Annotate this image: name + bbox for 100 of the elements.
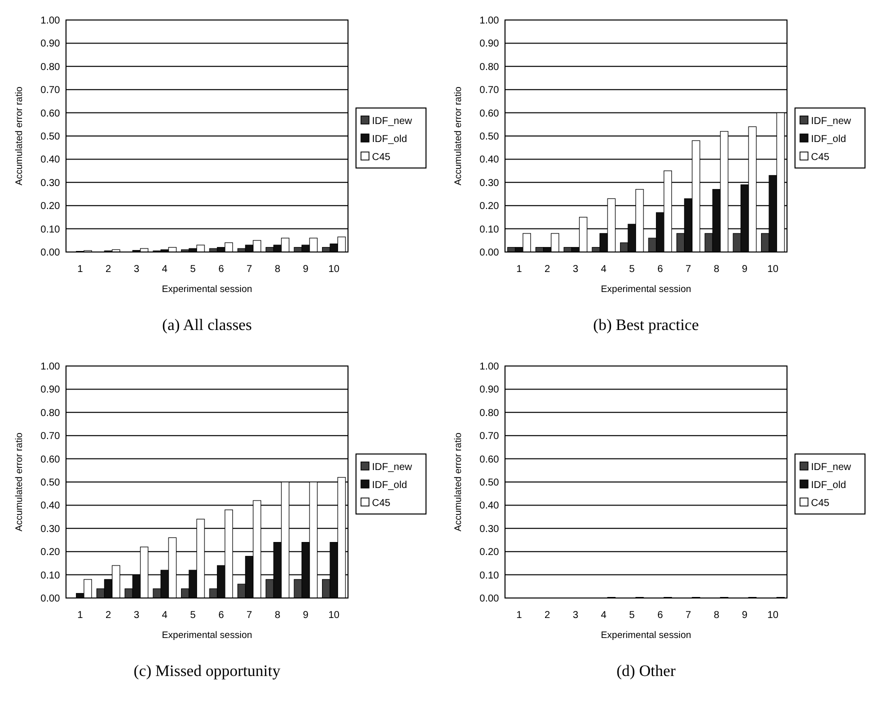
x-tick-label: 5 (190, 610, 196, 621)
y-axis-title: Accumulated error ratio (453, 432, 464, 532)
y-tick-label: 0.70 (480, 431, 500, 442)
y-tick-label: 0.90 (40, 38, 60, 50)
y-tick-label: 1.00 (40, 16, 60, 26)
y-tick-label: 0.80 (480, 62, 500, 73)
y-tick-label: 0.90 (40, 384, 60, 396)
y-tick-label: 1.00 (480, 16, 500, 26)
y-tick-label: 0.80 (40, 408, 60, 419)
y-tick-label: 1.00 (40, 362, 60, 372)
y-tick-label: 0.50 (40, 478, 60, 488)
x-tick-label: 4 (600, 610, 607, 621)
y-tick-label: 0.30 (40, 524, 60, 535)
x-tick-label: 10 (767, 610, 779, 621)
x-tick-label: 5 (190, 264, 196, 275)
y-tick-label: 0.90 (480, 38, 500, 50)
x-tick-label: 8 (274, 264, 281, 275)
x-tick-label: 6 (218, 264, 224, 275)
y-tick-label: 0.40 (480, 500, 500, 512)
legend-label: IDF_old (811, 134, 846, 145)
x-tick-label: 6 (657, 264, 664, 275)
legend-label: C45 (372, 152, 391, 163)
x-tick-label: 2 (106, 610, 112, 621)
y-tick-label: 0.80 (480, 408, 500, 419)
x-tick-label: 1 (77, 610, 84, 621)
x-axis-title: Experimental session (600, 630, 692, 641)
x-tick-label: 10 (767, 264, 779, 275)
y-tick-label: 0.70 (40, 85, 60, 96)
x-tick-label: 1 (77, 264, 84, 275)
x-tick-label: 8 (274, 610, 281, 621)
x-tick-label: 9 (302, 264, 309, 275)
y-tick-label: 0.10 (480, 570, 500, 582)
y-tick-label: 0.50 (480, 478, 500, 488)
y-tick-label: 0.10 (40, 570, 60, 582)
y-tick-label: 0.60 (40, 454, 60, 466)
y-axis-title: Accumulated error ratio (453, 86, 464, 186)
legend-label: C45 (811, 498, 830, 509)
y-tick-label: 0.00 (40, 594, 60, 604)
x-tick-label: 3 (134, 264, 140, 275)
y-tick-label: 0.00 (40, 248, 60, 258)
y-tick-label: 0.40 (40, 154, 60, 166)
x-tick-label: 2 (544, 610, 551, 621)
x-tick-label: 3 (134, 610, 140, 621)
x-tick-label: 3 (572, 610, 579, 621)
legend-label: C45 (372, 498, 391, 509)
x-tick-label: 4 (162, 610, 168, 621)
y-tick-label: 0.40 (40, 500, 60, 512)
x-tick-label: 4 (600, 264, 607, 275)
x-tick-label: 2 (106, 264, 112, 275)
x-tick-label: 2 (544, 264, 551, 275)
y-tick-label: 0.20 (480, 547, 500, 558)
y-tick-label: 0.30 (40, 178, 60, 189)
y-tick-label: 0.60 (480, 454, 500, 466)
y-tick-label: 0.70 (40, 431, 60, 442)
y-tick-label: 0.90 (480, 384, 500, 396)
legend-label: IDF_new (811, 462, 852, 473)
x-tick-label: 7 (686, 610, 692, 621)
y-tick-label: 0.20 (40, 547, 60, 558)
y-tick-label: 0.00 (480, 248, 500, 258)
x-tick-label: 8 (714, 610, 720, 621)
y-tick-label: 0.10 (40, 224, 60, 236)
x-tick-label: 1 (516, 610, 522, 621)
text: (b) Best practice (593, 317, 699, 334)
y-axis-title: Accumulated error ratio (14, 86, 25, 186)
x-tick-label: 3 (572, 264, 579, 275)
y-tick-label: 0.00 (480, 594, 500, 604)
x-tick-label: 6 (657, 610, 664, 621)
x-axis-title: Experimental session (162, 284, 252, 295)
y-tick-label: 0.80 (40, 62, 60, 73)
x-tick-label: 9 (742, 610, 748, 621)
legend-label: IDF_old (372, 480, 408, 491)
x-tick-label: 7 (246, 610, 253, 621)
y-tick-label: 0.50 (480, 132, 500, 142)
x-tick-label: 9 (302, 610, 309, 621)
legend-label: IDF_new (811, 116, 852, 127)
legend-label: IDF_old (372, 134, 408, 145)
x-tick-label: 5 (629, 610, 636, 621)
y-tick-label: 0.50 (40, 132, 60, 142)
x-tick-label: 5 (629, 264, 636, 275)
legend-label: IDF_old (811, 480, 846, 491)
y-tick-label: 0.30 (480, 178, 500, 189)
x-tick-label: 10 (328, 264, 340, 275)
x-tick-label: 9 (742, 264, 748, 275)
y-tick-label: 0.20 (40, 201, 60, 212)
text: (c) Missed opportunity (134, 663, 280, 680)
x-tick-label: 10 (328, 610, 340, 621)
y-tick-label: 0.70 (480, 85, 500, 96)
text: (a) All classes (162, 317, 252, 334)
x-tick-label: 8 (714, 264, 720, 275)
x-tick-label: 4 (162, 264, 168, 275)
y-tick-label: 0.30 (480, 524, 500, 535)
y-tick-label: 1.00 (480, 362, 500, 372)
y-tick-label: 0.10 (480, 224, 500, 236)
y-axis-title: Accumulated error ratio (14, 432, 25, 532)
x-tick-label: 1 (516, 264, 522, 275)
legend-label: IDF_new (372, 462, 413, 473)
y-tick-label: 0.60 (40, 108, 60, 120)
x-tick-label: 7 (246, 264, 253, 275)
text: (d) Other (616, 663, 676, 680)
x-axis-title: Experimental session (600, 284, 692, 295)
